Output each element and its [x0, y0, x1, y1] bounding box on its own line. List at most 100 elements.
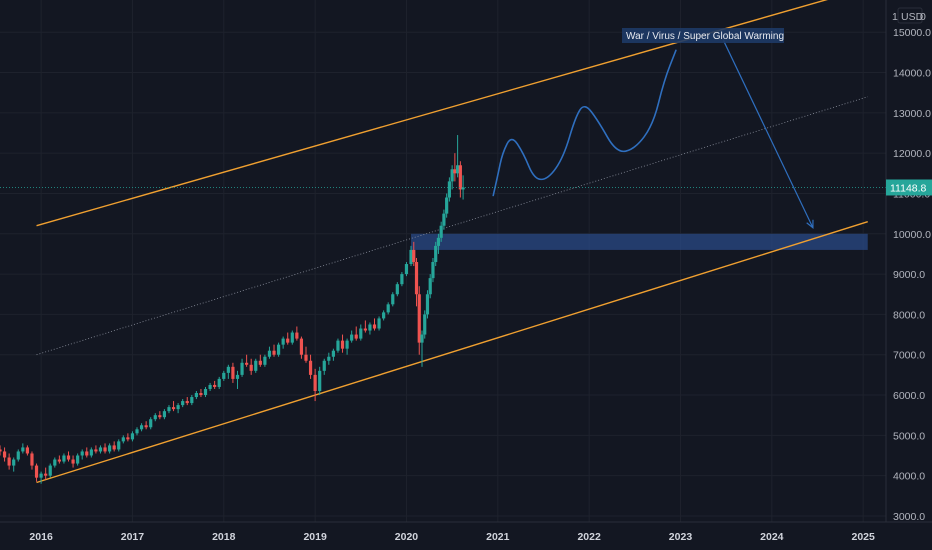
candle-body	[304, 354, 308, 361]
price-tick-label: 3000.0	[893, 511, 925, 523]
candle-body	[439, 225, 443, 238]
price-tick-label: 9000.0	[893, 269, 925, 281]
projection-drawings	[492, 40, 814, 229]
candle-body	[208, 384, 212, 389]
candle-body	[276, 344, 281, 355]
candle-body	[213, 384, 217, 387]
candle-body	[450, 169, 454, 182]
candle-body	[254, 360, 258, 371]
candle-body	[249, 364, 253, 371]
price-tick-label: 14000.0	[893, 68, 931, 80]
price-tick-label: 15000.0	[893, 27, 931, 39]
candle-body	[350, 334, 354, 341]
candle-body	[327, 356, 331, 361]
candle-body	[48, 465, 52, 476]
top-partial-label: 1	[892, 11, 898, 23]
candle-body	[400, 274, 404, 285]
candle-body	[126, 437, 130, 440]
candle-body	[386, 304, 390, 313]
candle-body	[382, 312, 386, 319]
candle-body	[44, 473, 48, 476]
currency-label: USD	[901, 11, 924, 23]
candle-body	[194, 393, 198, 398]
candle-body	[318, 370, 322, 391]
last-price-tag: 11148.8	[886, 179, 932, 196]
candle-body	[404, 264, 409, 275]
candle-body	[108, 445, 112, 452]
candle-body	[299, 338, 304, 355]
price-tick-label: 12000.0	[893, 148, 931, 160]
candle-body	[222, 372, 226, 379]
time-tick-label: 2024	[760, 531, 784, 543]
candle-body	[94, 449, 98, 452]
last-price-tag-background	[886, 179, 932, 196]
candle-body	[39, 473, 43, 478]
candle-body	[372, 324, 377, 329]
candle-body	[139, 425, 144, 430]
candle-body	[240, 362, 244, 375]
candle-body	[412, 249, 416, 263]
candle-body	[420, 334, 424, 343]
candle-body	[461, 187, 465, 190]
price-tick-label: 4000.0	[893, 471, 925, 483]
candle-body	[2, 451, 7, 458]
candle-body	[428, 278, 432, 295]
support-zone-rect	[411, 233, 868, 250]
candle-body	[190, 397, 194, 404]
candle-body	[414, 262, 419, 295]
candle-body	[112, 445, 116, 450]
candle-body	[445, 197, 449, 214]
candle-body	[409, 249, 413, 265]
candle-body	[80, 451, 84, 456]
candle-body	[0, 449, 2, 452]
candle-body	[135, 429, 139, 434]
candle-body	[98, 447, 103, 452]
price-tick-label: 5000.0	[893, 430, 925, 442]
time-tick-label: 2020	[395, 531, 419, 543]
time-tick-label: 2019	[303, 531, 327, 543]
candle-body	[286, 338, 290, 343]
candle-body	[176, 405, 180, 410]
candle-body	[391, 294, 395, 305]
projection-arrow-head	[806, 219, 814, 229]
candle-body	[354, 334, 358, 339]
candle-body	[199, 393, 203, 396]
candle-body	[130, 433, 135, 440]
time-axis-labels: 2016 2017 2018 2019 2020 2021 2022 2023 2024 2025	[29, 531, 875, 543]
candle-body	[363, 328, 367, 331]
time-tick-label: 2021	[486, 531, 510, 543]
candle-body	[203, 388, 208, 396]
candle-body	[117, 441, 121, 450]
candle-body	[34, 465, 39, 478]
candles	[0, 135, 465, 484]
candle-body	[272, 350, 276, 355]
grid	[0, 0, 886, 522]
price-axis[interactable]	[886, 0, 932, 522]
channel-upper-line	[36, 0, 829, 227]
candle-body	[103, 447, 107, 452]
candle-body	[25, 447, 30, 454]
currency-box	[897, 7, 923, 24]
candle-body	[281, 338, 285, 345]
candle-body	[359, 328, 363, 339]
time-axis[interactable]	[0, 522, 932, 550]
candle-body	[89, 449, 93, 456]
candle-body	[322, 360, 326, 371]
candle-body	[16, 451, 20, 460]
candle-body	[57, 459, 61, 462]
candle-body	[453, 169, 457, 174]
top-partial-value: 0	[920, 11, 926, 23]
channel-lower-line	[36, 221, 868, 484]
candle-body	[263, 356, 267, 365]
candle-body	[267, 350, 272, 357]
channel-mid-line	[36, 96, 868, 356]
price-tick-label: 10000.0	[893, 229, 931, 241]
candle-body	[313, 374, 317, 391]
currency-badge[interactable]: 1 USD 0	[892, 7, 926, 24]
candle-body	[295, 332, 299, 339]
candle-body	[456, 165, 460, 174]
candle-body	[377, 318, 381, 329]
candle-body	[442, 213, 446, 226]
